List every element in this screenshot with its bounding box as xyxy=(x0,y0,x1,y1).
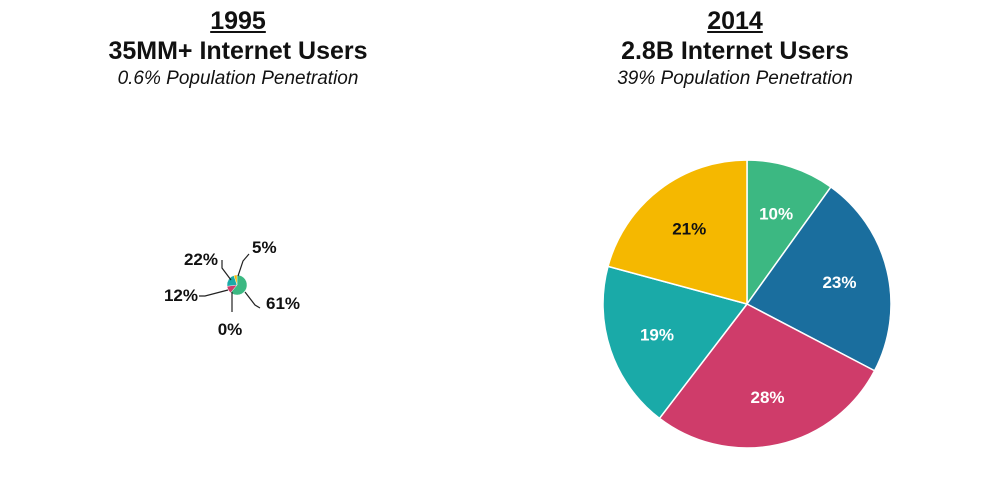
chart-2014-slice-0 xyxy=(746,159,832,307)
chart-1995-slice-0 xyxy=(230,274,248,296)
chart-2014-label-2: 28% xyxy=(751,388,785,407)
chart-2014-label-1: 23% xyxy=(822,273,856,292)
chart-1995-year: 1995 xyxy=(210,7,266,35)
chart-1995-label-2: 12% xyxy=(164,286,198,305)
chart-1995-label-3: 22% xyxy=(184,250,218,269)
chart-2014-year: 2014 xyxy=(707,7,763,35)
chart-2014-label-4: 21% xyxy=(672,220,706,239)
chart-2014-label-3: 19% xyxy=(640,325,674,344)
chart-2014-label-0: 10% xyxy=(759,205,793,224)
chart-1995-header: 1995 35MM+ Internet Users 0.6% Populatio… xyxy=(38,6,438,91)
chart-1995-label-4: 5% xyxy=(252,238,277,257)
chart-1995-callout-line-2 xyxy=(199,289,229,297)
chart-1995-slice-4 xyxy=(233,274,238,286)
chart-1995-title: 35MM+ Internet Users xyxy=(108,37,368,65)
chart-2014-slice-1 xyxy=(745,185,892,372)
chart-2014-header: 2014 2.8B Internet Users 39% Population … xyxy=(535,6,935,91)
chart-2014-slice-4 xyxy=(607,159,748,305)
chart-2014-slice-2 xyxy=(658,303,876,449)
chart-1995-callout-line-4 xyxy=(237,253,250,277)
chart-1995-label-0: 61% xyxy=(266,294,300,313)
chart-2014-subtitle: 39% Population Penetration xyxy=(617,68,853,89)
chart-1995-subtitle: 0.6% Population Penetration xyxy=(117,68,359,89)
chart-1995-callout-line-0 xyxy=(244,291,261,309)
chart-1995-callout-line-3 xyxy=(221,260,232,281)
chart-1995-label-1: 0% xyxy=(218,320,243,339)
chart-2014-title: 2.8B Internet Users xyxy=(621,37,849,65)
chart-2014-slice-3 xyxy=(602,265,749,420)
